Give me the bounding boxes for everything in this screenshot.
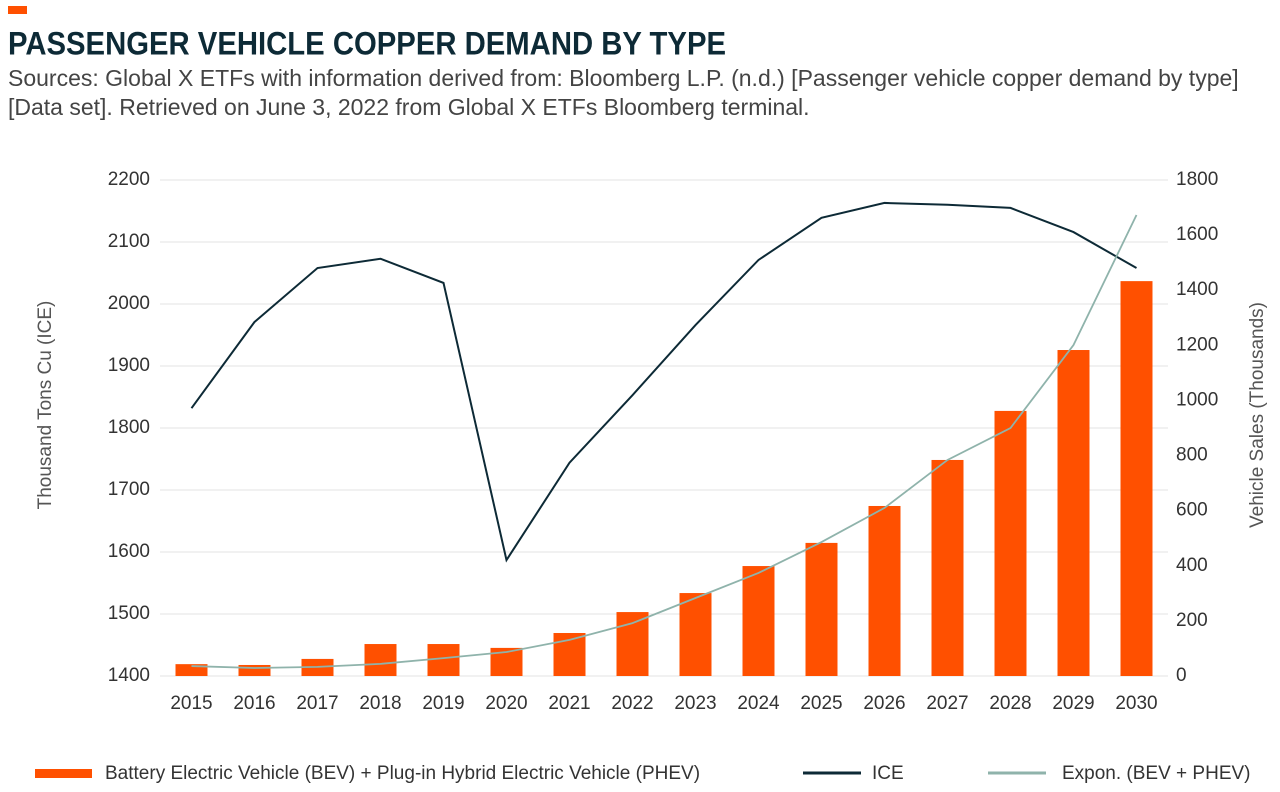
y2-tick-label: 0 xyxy=(1176,665,1187,686)
bar xyxy=(994,410,1027,676)
y-tick-label: 2200 xyxy=(108,169,150,190)
x-tick-label: 2016 xyxy=(233,693,275,714)
bar xyxy=(616,612,649,676)
y-tick-label: 2100 xyxy=(108,231,150,252)
y-tick-label: 1800 xyxy=(108,417,150,438)
legend-label: Expon. (BEV + PHEV) xyxy=(1062,763,1251,784)
x-tick-label: 2027 xyxy=(926,693,968,714)
x-tick-label: 2023 xyxy=(674,693,716,714)
x-tick-label: 2022 xyxy=(611,693,653,714)
bar xyxy=(679,593,712,676)
x-tick-label: 2015 xyxy=(170,693,212,714)
legend-label: Battery Electric Vehicle (BEV) + Plug-in… xyxy=(105,763,700,784)
chart-title: PASSENGER VEHICLE COPPER DEMAND BY TYPE xyxy=(8,25,726,61)
chart-subtitle: Sources: Global X ETFs with information … xyxy=(8,65,1239,120)
x-tick-label: 2028 xyxy=(989,693,1031,714)
x-tick-label: 2017 xyxy=(296,693,338,714)
y-tick-label: 1600 xyxy=(108,541,150,562)
bar xyxy=(238,664,271,676)
x-tick-label: 2026 xyxy=(863,693,905,714)
x-tick-label: 2019 xyxy=(422,693,464,714)
x-tick-label: 2020 xyxy=(485,693,527,714)
x-tick-label: 2030 xyxy=(1115,693,1157,714)
y2-tick-label: 1200 xyxy=(1176,334,1218,355)
y-tick-label: 1500 xyxy=(108,603,150,624)
y-tick-label: 1900 xyxy=(108,355,150,376)
bar xyxy=(1057,350,1090,676)
x-tick-label: 2025 xyxy=(800,693,842,714)
y2-tick-label: 1600 xyxy=(1176,224,1218,245)
x-tick-label: 2024 xyxy=(737,693,780,714)
y-tick-label: 1700 xyxy=(108,479,150,500)
legend-label: ICE xyxy=(872,763,904,784)
y-tick-label: 2000 xyxy=(108,293,150,314)
y2-axis-title: Vehicle Sales (Thousands) xyxy=(1247,302,1268,528)
bar xyxy=(427,644,460,676)
bar xyxy=(868,505,901,676)
line xyxy=(190,201,1137,563)
y2-tick-label: 1400 xyxy=(1176,279,1218,300)
bar xyxy=(742,566,775,676)
y2-tick-label: 800 xyxy=(1176,445,1208,466)
legend-swatch xyxy=(35,769,92,778)
bar xyxy=(364,644,397,676)
bar xyxy=(175,664,208,676)
bar xyxy=(1120,281,1153,676)
y-tick-label: 1400 xyxy=(108,665,150,686)
x-tick-label: 2018 xyxy=(359,693,401,714)
x-tick-label: 2021 xyxy=(548,693,590,714)
line xyxy=(191,214,1138,669)
y2-tick-label: 1800 xyxy=(1176,169,1218,190)
bar xyxy=(805,542,838,676)
bar xyxy=(931,459,964,676)
y-axis-title: Thousand Tons Cu (ICE) xyxy=(35,301,56,510)
accent-bar xyxy=(8,6,27,14)
y2-tick-label: 600 xyxy=(1176,500,1208,521)
y2-tick-label: 400 xyxy=(1176,555,1208,576)
y2-tick-label: 1000 xyxy=(1176,389,1218,410)
y2-tick-label: 200 xyxy=(1176,610,1208,631)
x-tick-label: 2029 xyxy=(1052,693,1094,714)
